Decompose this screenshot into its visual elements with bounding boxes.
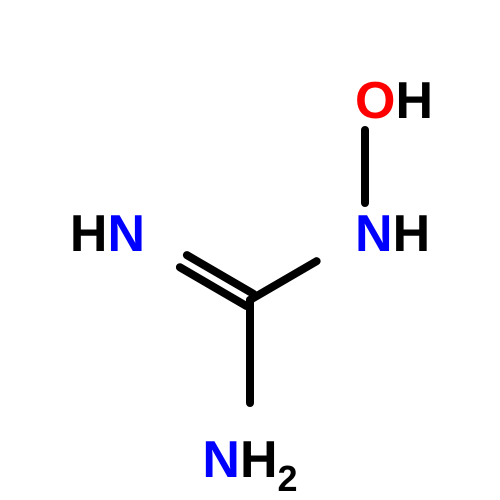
atom-n_dbl: HN (70, 205, 145, 263)
atom-nh2: NH2 (202, 431, 297, 499)
atom-n_oh: NH (355, 205, 430, 263)
molecule-diagram: HN NH OH NH2 (0, 0, 500, 500)
atom-o: OH (355, 72, 433, 130)
